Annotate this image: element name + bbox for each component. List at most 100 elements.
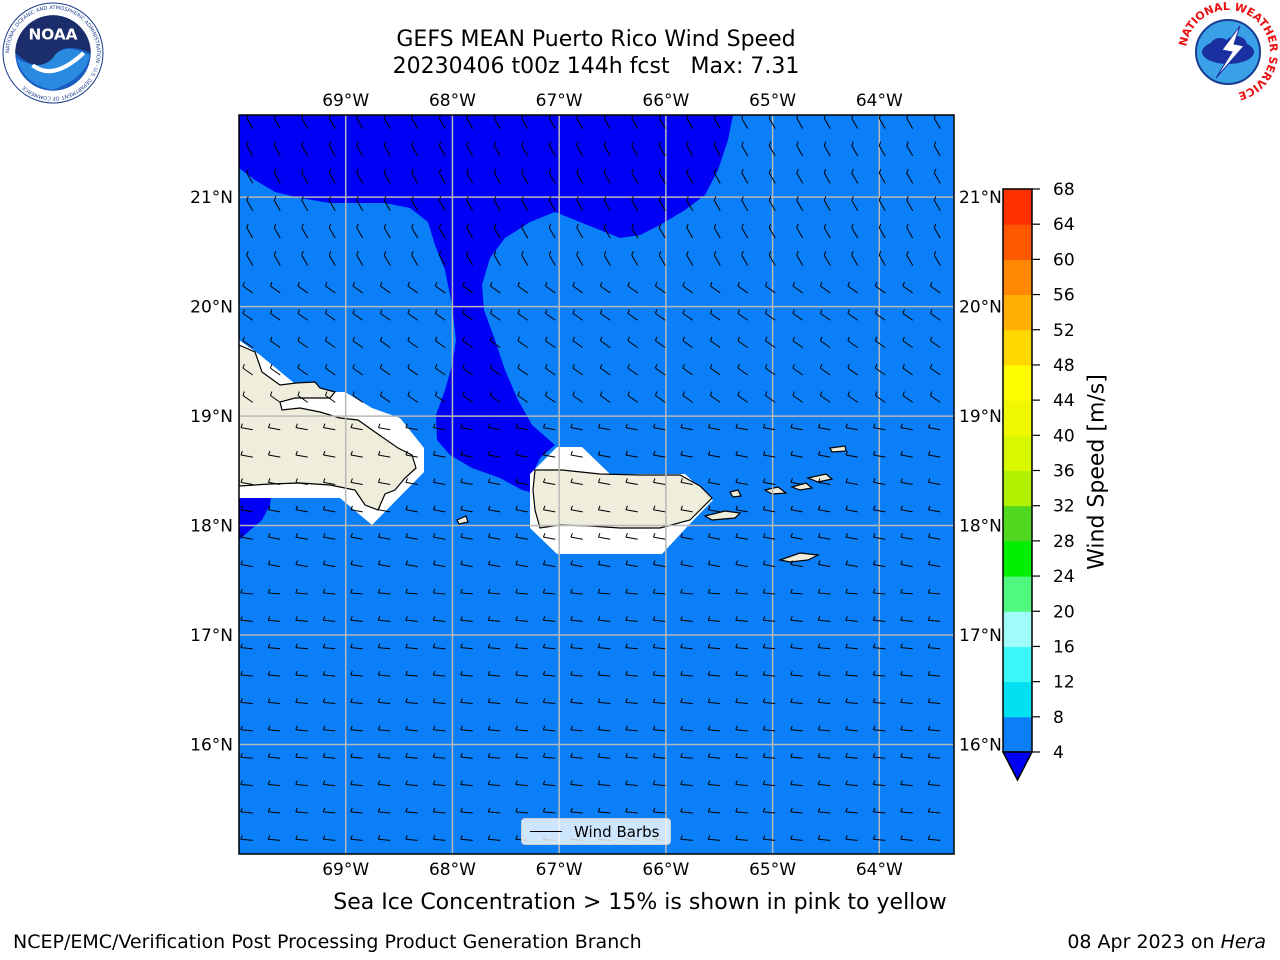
wind-barb (548, 145, 556, 157)
map-frame (238, 114, 955, 855)
wind-barb-flag (658, 168, 662, 174)
wind-barb (378, 592, 391, 595)
wind-barb-flag (434, 363, 438, 369)
wind-barb-flag (680, 670, 683, 676)
wind-barb (902, 312, 914, 321)
wind-barb-flag (240, 643, 243, 648)
wind-barb-flag (652, 423, 656, 428)
wind-barb (273, 145, 281, 157)
wind-barb-flag (240, 725, 243, 730)
colorbar-tick-label: 16 (1053, 637, 1075, 657)
wind-barb-flag (432, 752, 436, 758)
wind-barb (543, 619, 556, 622)
wind-barb (823, 118, 831, 129)
wind-barb-flag (267, 450, 271, 456)
wind-barb-flag (267, 505, 271, 510)
wind-barb-flag (350, 532, 353, 538)
wind-barb-flag (434, 336, 438, 341)
wind-barb (488, 427, 501, 431)
wind-barb (708, 619, 721, 622)
wind-barb-flag (515, 643, 518, 648)
wind-barb-flag (377, 752, 381, 758)
wind-barb (735, 729, 748, 732)
wind-barb-flag (817, 450, 821, 456)
wind-barb-flag (597, 532, 601, 538)
wind-barb-flag (493, 223, 497, 228)
wind-barb-flag (741, 196, 744, 201)
wind-barb (323, 509, 336, 513)
wind-barb (490, 312, 501, 321)
wind-barb (735, 481, 748, 485)
wind-barb (240, 729, 253, 732)
wind-barb-flag (790, 616, 793, 621)
wind-barb-flag (515, 588, 518, 594)
wind-barb (680, 481, 693, 485)
wind-barb (847, 312, 859, 321)
wind-barb-flag (707, 532, 711, 538)
wind-barb (653, 756, 666, 759)
wind-barb-flag (405, 670, 408, 676)
wind-barb-flag (240, 588, 243, 594)
wind-barb-flag (631, 250, 634, 256)
wind-barb-flag (874, 363, 878, 369)
wind-barb (598, 509, 611, 513)
wind-barb (411, 145, 419, 157)
colorbar-tick-label: 60 (1053, 250, 1075, 270)
wind-barb-flag (295, 670, 298, 676)
wind-barb (847, 285, 859, 294)
footer-date-text: 08 Apr 2023 on (1067, 931, 1215, 953)
wind-barb-flag (432, 505, 436, 510)
wind-barb (818, 564, 831, 568)
wind-barb-flag (466, 141, 469, 146)
wind-barb-flag (515, 698, 518, 703)
wind-barb-flag (407, 336, 410, 341)
wind-barb (658, 145, 666, 157)
lon-label-bottom: 65°W (749, 860, 796, 880)
colorbar-tick-label: 64 (1053, 215, 1075, 235)
wind-barb (902, 285, 914, 294)
wind-barb-flag (489, 391, 493, 396)
wind-barb (268, 701, 281, 704)
wind-barb (490, 367, 501, 376)
wind-barb-flag (460, 588, 463, 594)
wind-barb-flag (654, 391, 658, 396)
wind-barb (433, 701, 446, 704)
wind-barb (433, 481, 446, 485)
wind-barb-flag (487, 616, 491, 621)
wind-barb (682, 395, 694, 403)
wind-barb (297, 395, 309, 403)
wind-barb-flag (570, 450, 573, 456)
wind-barb (350, 427, 363, 431)
wind-barb (900, 756, 913, 759)
wind-barb (737, 395, 749, 403)
wind-barb (631, 118, 639, 129)
wind-barb-flag (460, 752, 463, 758)
wind-barb-flag (872, 698, 876, 703)
wind-barb-flag (242, 309, 245, 314)
wind-barb-flag (631, 196, 634, 201)
wind-barb-flag (515, 670, 518, 676)
wind-barb-flag (737, 309, 740, 314)
wind-barb (323, 481, 336, 485)
wind-barb (928, 454, 941, 458)
wind-barb-flag (847, 391, 850, 396)
land-islet-culebra (729, 489, 742, 498)
wind-barb-flag (625, 560, 628, 565)
wind-barb (545, 367, 556, 376)
wind-barb-flag (845, 616, 848, 621)
wind-barb (378, 564, 391, 568)
wind-barb (323, 592, 336, 595)
wind-barb-flag (542, 423, 546, 428)
wind-barb-flag (625, 807, 628, 813)
wind-barb-flag (352, 309, 355, 314)
wind-barb (708, 811, 721, 814)
wind-barb (765, 367, 776, 376)
wind-barb-flag (680, 478, 683, 483)
wind-barb-flag (768, 141, 772, 146)
wind-barb (682, 340, 694, 349)
wind-barb-flag (273, 223, 277, 228)
wind-barb-flag (927, 698, 931, 703)
wind-barb-flag (297, 391, 300, 396)
colorbar-band (1003, 400, 1032, 436)
wind-barb-flag (927, 835, 931, 840)
